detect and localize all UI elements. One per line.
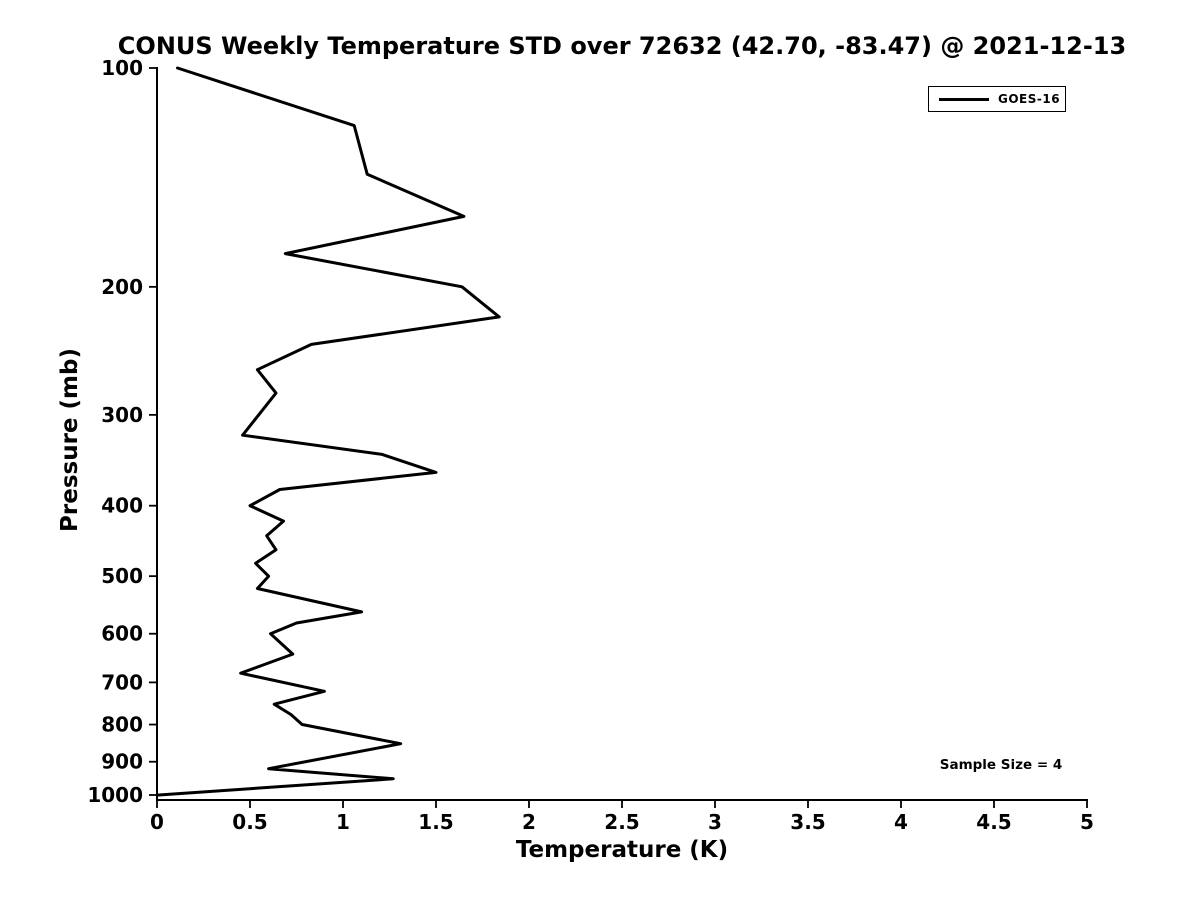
y-tick-label: 1000 bbox=[87, 783, 143, 807]
legend-label: GOES-16 bbox=[998, 92, 1061, 106]
y-axis-ticks: 100 200 300 400 500 600 700 800 900 1000 bbox=[87, 56, 157, 807]
x-tick-label: 0 bbox=[150, 810, 164, 834]
y-axis-label: Pressure (mb) bbox=[57, 348, 83, 532]
data-line-goes-16 bbox=[157, 66, 501, 797]
y-tick-label: 300 bbox=[101, 403, 143, 427]
y-tick-label: 400 bbox=[101, 494, 143, 518]
sample-size-annotation: Sample Size = 4 bbox=[939, 757, 1063, 773]
x-axis-label: Temperature (K) bbox=[515, 837, 729, 863]
x-tick-label: 0.5 bbox=[232, 810, 267, 834]
x-tick-label: 3 bbox=[708, 810, 722, 834]
x-tick-label: 5 bbox=[1080, 810, 1094, 834]
y-tick-label: 700 bbox=[101, 670, 143, 694]
y-tick-label: 600 bbox=[101, 622, 143, 646]
y-tick-label: 100 bbox=[101, 56, 143, 80]
y-tick-label: 500 bbox=[101, 564, 143, 588]
x-tick-label: 1 bbox=[336, 810, 350, 834]
x-tick-label: 2.5 bbox=[604, 810, 639, 834]
y-tick-label: 800 bbox=[101, 713, 143, 737]
x-tick-label: 4.5 bbox=[976, 810, 1011, 834]
x-tick-label: 3.5 bbox=[790, 810, 825, 834]
y-tick-label: 900 bbox=[101, 750, 143, 774]
y-tick-label: 200 bbox=[101, 275, 143, 299]
x-tick-label: 1.5 bbox=[418, 810, 453, 834]
chart-title: CONUS Weekly Temperature STD over 72632 … bbox=[117, 32, 1127, 60]
legend: GOES-16 bbox=[928, 86, 1066, 112]
x-axis-ticks: 0 0.5 1 1.5 2 2.5 3 3.5 4 4.5 5 bbox=[150, 800, 1094, 834]
x-tick-label: 4 bbox=[894, 810, 908, 834]
x-tick-label: 2 bbox=[522, 810, 536, 834]
axes-spines bbox=[156, 67, 1088, 801]
legend-line-sample bbox=[939, 97, 989, 101]
